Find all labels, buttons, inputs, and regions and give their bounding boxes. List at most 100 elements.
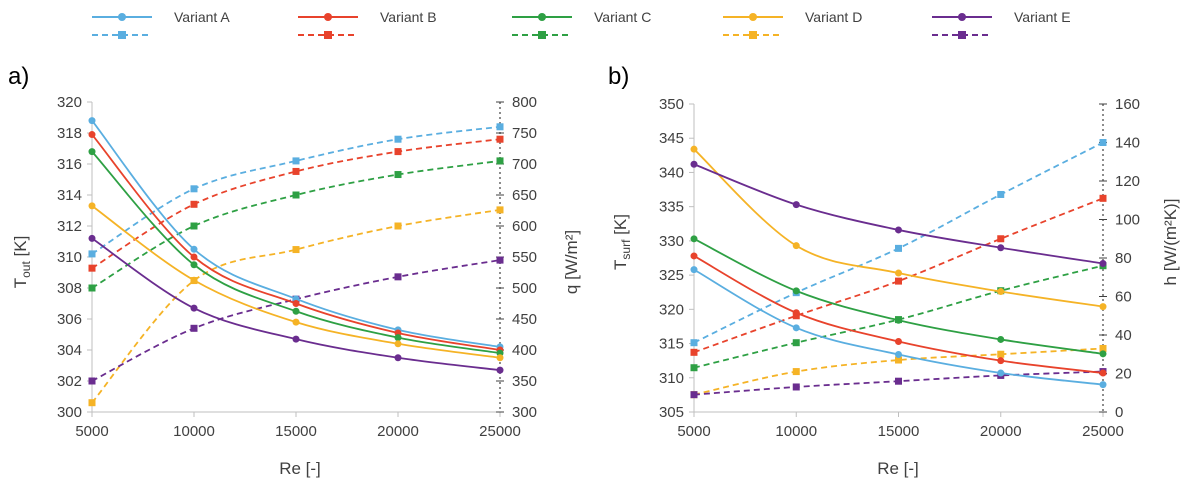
panel-a-ytick-left-label: 312	[57, 218, 82, 235]
legend-marker-square-variant-a	[118, 31, 126, 39]
panel-a-ylabel-left-sub: out	[19, 261, 33, 278]
panel-b-label: b)	[608, 63, 629, 90]
panel-a-point-circle-variant-d	[496, 354, 504, 362]
panel-b-ytick-right-label: 0	[1115, 404, 1123, 421]
panel-a-point-circle-variant-a	[88, 117, 96, 125]
panel-b-point-circle-variant-e	[997, 244, 1005, 252]
panel-a-point-square-variant-b	[88, 264, 96, 272]
panel-a-ytick-left-label: 316	[57, 156, 82, 173]
legend-marker-circle-variant-e	[958, 13, 966, 21]
panel-b-point-square-variant-c	[792, 339, 800, 347]
panel-a-xtick-label: 25000	[479, 423, 521, 440]
panel-b-point-square-variant-d	[895, 356, 902, 364]
legend-label-variant-e: Variant E	[1014, 9, 1071, 25]
panel-b-ytick-left-label: 340	[659, 164, 684, 181]
panel-b-ytick-right-label: 20	[1115, 366, 1132, 383]
panel-b-xtick-label: 20000	[980, 423, 1022, 440]
panel-b-xtick-label: 10000	[775, 423, 817, 440]
panel-b-point-circle-variant-d	[1099, 303, 1107, 311]
panel-a-point-square-variant-c	[190, 222, 198, 230]
panel-b-point-circle-variant-b	[792, 309, 800, 317]
panel-b-ytick-left-label: 315	[659, 336, 684, 353]
panel-a-point-square-variant-a	[496, 123, 504, 131]
panel-a-ytick-left-label: 302	[57, 373, 82, 390]
panel-b-series-solid-variant-a	[693, 268, 1104, 386]
panel-b-point-square-variant-a	[690, 339, 698, 347]
panel-a-ytick-left-label: 314	[57, 187, 82, 204]
panel-b-ytick-left-label: 305	[659, 404, 684, 421]
panel-b-ytick-left-label: 325	[659, 267, 684, 284]
panel-a-ytick-right-label: 350	[512, 373, 537, 390]
panel-a-point-square-variant-c	[394, 171, 402, 179]
panel-b-point-circle-variant-a	[690, 266, 698, 274]
panel-b-xtick-label: 5000	[677, 423, 710, 440]
panel-a-point-circle-variant-c	[190, 261, 198, 269]
panel-a-point-circle-variant-d	[394, 340, 402, 348]
panel-a-point-square-variant-e	[496, 256, 504, 264]
panel-b-point-circle-variant-c	[997, 335, 1005, 343]
panel-a-series-dashed-variant-a	[91, 125, 501, 255]
panel-b-ytick-right-label: 160	[1115, 96, 1140, 113]
panel-a-ytick-left-label: 308	[57, 280, 82, 297]
panel-a-point-circle-variant-b	[292, 300, 300, 307]
panel-b-point-square-variant-d	[997, 350, 1005, 358]
panel-a-series-dashed-variant-d	[91, 208, 501, 404]
panel-a-point-square-variant-c	[88, 284, 96, 292]
panel-a-label: a)	[8, 63, 29, 90]
panel-a-point-square-variant-e	[190, 324, 198, 332]
panel-a-ylabel-left: Tout [K]	[11, 236, 33, 289]
panel-b-point-circle-variant-a	[792, 324, 800, 332]
panel-a-ytick-right-label: 650	[512, 187, 537, 204]
panel-a-point-square-variant-a	[292, 157, 300, 165]
panel-a-point-square-variant-a	[394, 135, 402, 143]
panel-b-point-square-variant-c	[690, 364, 698, 372]
legend-marker-square-variant-d	[749, 31, 757, 39]
panel-a-xtick-label: 10000	[173, 423, 215, 440]
panel-a-point-square-variant-c	[496, 157, 504, 165]
panel-b-series-dashed-variant-a	[693, 141, 1104, 344]
panel-a-series-dashed-variant-c	[91, 160, 501, 289]
panel-b-point-circle-variant-d	[997, 288, 1005, 296]
panel-a-ytick-right-label: 600	[512, 218, 537, 235]
legend-label-variant-d: Variant D	[805, 9, 862, 25]
panel-a: a) Re [-] Tout [K] q [W/m²] 5000 10000 150…	[8, 63, 581, 478]
panel-a-point-circle-variant-e	[496, 366, 504, 374]
panel-a-ytick-right-label: 400	[512, 342, 537, 359]
panel-a-xlabel: Re [-]	[279, 459, 321, 478]
panel-a-point-square-variant-e	[88, 377, 96, 385]
panel-b-ytick-left-label: 320	[659, 301, 684, 318]
panel-b-point-square-variant-d	[1099, 344, 1107, 352]
panel-b-xtick-label: 25000	[1082, 423, 1124, 440]
legend-marker-square-variant-c	[538, 31, 546, 39]
panel-a-ytick-left-label: 300	[57, 404, 82, 421]
panel-a-point-circle-variant-d	[292, 318, 300, 326]
panel-a-point-square-variant-b	[496, 135, 504, 143]
panel-a-point-circle-variant-e	[88, 234, 96, 242]
panel-b-ytick-right-label: 140	[1115, 135, 1140, 152]
panel-b-point-circle-variant-d	[895, 269, 902, 277]
panel-a-point-circle-variant-c	[292, 307, 300, 315]
panel-b-point-circle-variant-b	[997, 357, 1005, 365]
panel-a-ytick-right-label: 700	[512, 156, 537, 173]
panel-a-ytick-left-label: 318	[57, 125, 82, 142]
panel-b-ytick-right-label: 100	[1115, 212, 1140, 229]
panel-b-point-circle-variant-b	[895, 338, 902, 346]
panel-b-ytick-right-label: 60	[1115, 289, 1132, 306]
panel-a-series-dashed-variant-b	[91, 138, 501, 269]
panel-a-xtick-label: 15000	[275, 423, 317, 440]
panel-b-point-circle-variant-b	[1099, 369, 1107, 377]
legend-label-variant-a: Variant A	[174, 9, 230, 25]
legend-marker-circle-variant-c	[538, 13, 546, 21]
panel-b-ytick-left-label: 330	[659, 233, 684, 250]
panel-b-ylabel-left-unit: [K]	[611, 214, 630, 240]
panel-b-ylabel-left-sub: surf	[619, 239, 633, 260]
panel-a-ytick-left-label: 304	[57, 342, 82, 359]
panel-b-ylabel-left: Tsurf [K]	[611, 214, 633, 270]
panel-b-point-circle-variant-e	[1099, 259, 1107, 267]
panel-a-series-solid-variant-b	[91, 133, 501, 351]
panel-b-point-square-variant-a	[997, 190, 1005, 198]
panel-a-ytick-right-label: 550	[512, 249, 537, 266]
panel-a-point-circle-variant-b	[190, 253, 198, 261]
panel-b-xtick-label: 15000	[878, 423, 920, 440]
